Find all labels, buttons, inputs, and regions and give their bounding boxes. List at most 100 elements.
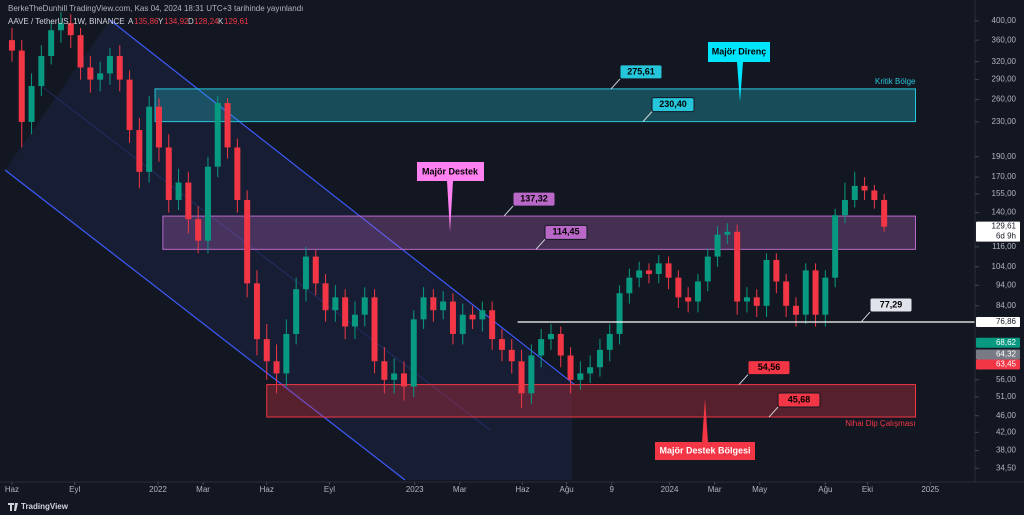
candle-body xyxy=(792,305,799,315)
callout-text: Majör Direnç xyxy=(712,46,767,56)
candle-body xyxy=(685,297,692,302)
candle-body xyxy=(430,297,437,311)
x-tick-label: Haz xyxy=(5,485,19,494)
candle-body xyxy=(371,297,378,362)
x-tick-label: Ağu xyxy=(818,485,832,494)
level-text: 114,45 xyxy=(552,227,579,237)
price-label: 76,86 xyxy=(996,317,1017,326)
level-text: 45,68 xyxy=(788,394,811,404)
candle-body xyxy=(18,50,25,122)
candle-body xyxy=(322,283,329,311)
y-tick-label: 230,00 xyxy=(992,117,1017,126)
y-tick-label: 170,00 xyxy=(992,172,1017,181)
x-tick-label: May xyxy=(752,485,767,494)
x-tick-label: Mar xyxy=(708,485,722,494)
level-label: 77,29 xyxy=(860,297,913,323)
level-label: 230,40 xyxy=(642,97,695,122)
candle-body xyxy=(665,263,672,278)
callout-shape xyxy=(655,398,755,460)
candle-body xyxy=(636,270,643,278)
candle-body xyxy=(57,23,64,31)
x-tick-label: 9 xyxy=(609,485,614,494)
candle-body xyxy=(538,339,545,356)
x-tick-label: Haz xyxy=(260,485,274,494)
x-tick-label: Ağu xyxy=(560,485,574,494)
price-label-box xyxy=(976,359,1020,370)
x-tick-label: Eyl xyxy=(69,485,80,494)
leader xyxy=(642,111,653,122)
y-tick-label: 360,00 xyxy=(992,35,1017,44)
candle-body xyxy=(48,30,55,57)
candle-body xyxy=(165,147,172,200)
candle-body xyxy=(783,281,790,306)
candle-body xyxy=(449,301,456,334)
callout-shape xyxy=(417,162,484,232)
candle-body xyxy=(743,297,750,302)
candle-body xyxy=(283,333,290,374)
ohlc-value: 129,61 xyxy=(224,17,249,26)
price-label: 64,32 xyxy=(996,350,1017,359)
x-tick-label: Eyl xyxy=(324,485,335,494)
candle-body xyxy=(587,367,594,374)
x-tick-label: 2025 xyxy=(921,485,939,494)
candle-body xyxy=(410,319,417,387)
candle-body xyxy=(655,263,662,274)
candle-body xyxy=(489,310,496,340)
candle-body xyxy=(126,79,133,131)
channel-bottom xyxy=(4,169,406,481)
candle-body xyxy=(381,361,388,380)
candle-body xyxy=(802,270,809,315)
candle-body xyxy=(724,231,731,235)
y-tick-label: 51,00 xyxy=(996,392,1017,401)
candle-body xyxy=(185,182,192,220)
y-tick-label: 190,00 xyxy=(992,152,1017,161)
level-box xyxy=(544,224,588,240)
candle-body xyxy=(518,361,525,394)
level-text: 230,40 xyxy=(659,99,687,109)
callout: Majör Destek xyxy=(417,162,484,232)
level-text: 77,29 xyxy=(880,299,903,309)
candle-body xyxy=(626,277,633,294)
candle-body xyxy=(195,219,202,241)
candle-body xyxy=(547,333,554,340)
candle-body xyxy=(332,297,339,311)
candle-body xyxy=(577,373,584,380)
candle-body xyxy=(861,185,868,191)
y-tick-label: 46,00 xyxy=(996,411,1017,420)
candle-body xyxy=(293,289,300,334)
candle-body xyxy=(224,103,231,148)
candle-body xyxy=(38,56,45,87)
level-box xyxy=(512,191,556,207)
candle-body xyxy=(106,56,113,74)
ohlc-value: 134,92 xyxy=(164,17,189,26)
callout: Majör Direnç xyxy=(708,42,770,102)
callout: Majör Destek Bölgesi xyxy=(655,398,755,460)
level-label: 275,61 xyxy=(610,64,663,90)
ohlc-value: 128,24 xyxy=(194,17,219,26)
zone xyxy=(162,215,917,250)
candle-body xyxy=(136,130,143,172)
zone xyxy=(154,88,917,123)
candle-body xyxy=(273,361,280,374)
level-box xyxy=(869,297,913,313)
leader xyxy=(535,239,546,250)
candle-body xyxy=(596,349,603,368)
candle-body xyxy=(645,270,652,274)
level-box xyxy=(651,97,695,113)
ohlc-key: Y xyxy=(158,17,164,26)
y-tick-label: 38,00 xyxy=(996,446,1017,455)
candle-body xyxy=(87,67,94,80)
y-tick-label: 94,00 xyxy=(996,280,1017,289)
x-tick-label: Haz xyxy=(515,485,529,494)
candle-body xyxy=(28,86,35,122)
callout-text: Majör Destek Bölgesi xyxy=(659,445,750,455)
leader xyxy=(768,406,779,418)
x-tick-label: Mar xyxy=(453,485,467,494)
candle-body xyxy=(116,56,123,80)
candle-body xyxy=(616,293,623,334)
candle-body xyxy=(214,103,221,167)
level-box xyxy=(619,64,663,80)
price-label: 68,62 xyxy=(996,338,1017,347)
level-text: 137,32 xyxy=(520,193,548,203)
